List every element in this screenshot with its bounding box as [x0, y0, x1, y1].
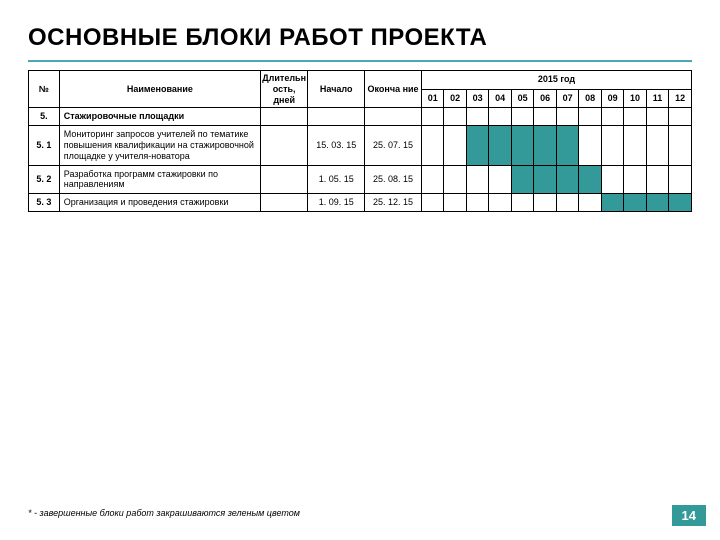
month-header: 05 — [511, 89, 533, 108]
table-row: 5. 1Мониторинг запросов учителей по тема… — [29, 126, 692, 165]
table-row: 5.Стажировочные площадки — [29, 108, 692, 126]
gantt-cell — [466, 108, 488, 126]
gantt-cell — [421, 108, 443, 126]
row-duration — [260, 126, 307, 165]
row-start: 1. 09. 15 — [308, 194, 365, 212]
gantt-cell — [511, 194, 533, 212]
gantt-cell — [421, 165, 443, 194]
gantt-cell — [601, 108, 623, 126]
footnote: * - завершенные блоки работ закрашиваютс… — [28, 508, 300, 518]
gantt-cell — [624, 165, 646, 194]
header-row-1: № Наименование Длительн ость, дней Начал… — [29, 71, 692, 90]
gantt-cell — [556, 126, 578, 165]
gantt-cell — [511, 108, 533, 126]
row-duration — [260, 194, 307, 212]
page-number-badge: 14 — [672, 505, 706, 526]
month-header: 09 — [601, 89, 623, 108]
gantt-cell — [444, 108, 466, 126]
gantt-cell — [489, 126, 511, 165]
row-start: 15. 03. 15 — [308, 126, 365, 165]
month-header: 12 — [669, 89, 692, 108]
gantt-cell — [601, 165, 623, 194]
gantt-cell — [444, 126, 466, 165]
slide-title: ОСНОВНЫЕ БЛОКИ РАБОТ ПРОЕКТА — [28, 24, 692, 52]
row-number: 5. 1 — [29, 126, 60, 165]
gantt-cell — [444, 194, 466, 212]
gantt-cell — [489, 108, 511, 126]
table-row: 5. 3Организация и проведения стажировки 1… — [29, 194, 692, 212]
month-header: 07 — [556, 89, 578, 108]
col-header-year: 2015 год — [421, 71, 691, 90]
gantt-cell — [511, 165, 533, 194]
gantt-cell — [646, 194, 668, 212]
row-number: 5. 3 — [29, 194, 60, 212]
col-header-end: Оконча ние — [365, 71, 422, 108]
gantt-cell — [444, 165, 466, 194]
gantt-cell — [669, 108, 692, 126]
gantt-cell — [601, 194, 623, 212]
gantt-cell — [579, 165, 601, 194]
month-header: 08 — [579, 89, 601, 108]
gantt-cell — [624, 194, 646, 212]
gantt-cell — [421, 126, 443, 165]
row-start: 1. 05. 15 — [308, 165, 365, 194]
gantt-cell — [534, 126, 556, 165]
row-duration — [260, 165, 307, 194]
gantt-cell — [669, 126, 692, 165]
gantt-cell — [466, 126, 488, 165]
title-underline — [28, 60, 692, 62]
row-end — [365, 108, 422, 126]
row-name: Мониторинг запросов учителей по тематике… — [59, 126, 260, 165]
gantt-cell — [556, 165, 578, 194]
month-header: 04 — [489, 89, 511, 108]
gantt-cell — [624, 108, 646, 126]
row-end: 25. 07. 15 — [365, 126, 422, 165]
gantt-cell — [646, 108, 668, 126]
gantt-table: № Наименование Длительн ость, дней Начал… — [28, 70, 692, 212]
gantt-cell — [579, 194, 601, 212]
gantt-cell — [466, 194, 488, 212]
gantt-cell — [534, 108, 556, 126]
gantt-cell — [511, 126, 533, 165]
month-header: 01 — [421, 89, 443, 108]
gantt-cell — [601, 126, 623, 165]
gantt-cell — [669, 165, 692, 194]
gantt-cell — [624, 126, 646, 165]
row-number: 5. — [29, 108, 60, 126]
row-number: 5. 2 — [29, 165, 60, 194]
row-start — [308, 108, 365, 126]
row-end: 25. 12. 15 — [365, 194, 422, 212]
month-header: 11 — [646, 89, 668, 108]
col-header-duration: Длительн ость, дней — [260, 71, 307, 108]
month-header: 06 — [534, 89, 556, 108]
gantt-cell — [556, 108, 578, 126]
col-header-name: Наименование — [59, 71, 260, 108]
row-name: Организация и проведения стажировки — [59, 194, 260, 212]
col-header-start: Начало — [308, 71, 365, 108]
month-header: 03 — [466, 89, 488, 108]
gantt-cell — [421, 194, 443, 212]
gantt-cell — [579, 126, 601, 165]
gantt-cell — [579, 108, 601, 126]
gantt-cell — [669, 194, 692, 212]
gantt-cell — [646, 165, 668, 194]
table-row: 5. 2Разработка программ стажировки по на… — [29, 165, 692, 194]
month-header: 02 — [444, 89, 466, 108]
gantt-cell — [646, 126, 668, 165]
gantt-cell — [466, 165, 488, 194]
row-name: Стажировочные площадки — [59, 108, 260, 126]
row-end: 25. 08. 15 — [365, 165, 422, 194]
month-header: 10 — [624, 89, 646, 108]
gantt-cell — [534, 194, 556, 212]
gantt-cell — [534, 165, 556, 194]
gantt-cell — [489, 165, 511, 194]
row-duration — [260, 108, 307, 126]
gantt-cell — [489, 194, 511, 212]
gantt-cell — [556, 194, 578, 212]
col-header-num: № — [29, 71, 60, 108]
row-name: Разработка программ стажировки по направ… — [59, 165, 260, 194]
